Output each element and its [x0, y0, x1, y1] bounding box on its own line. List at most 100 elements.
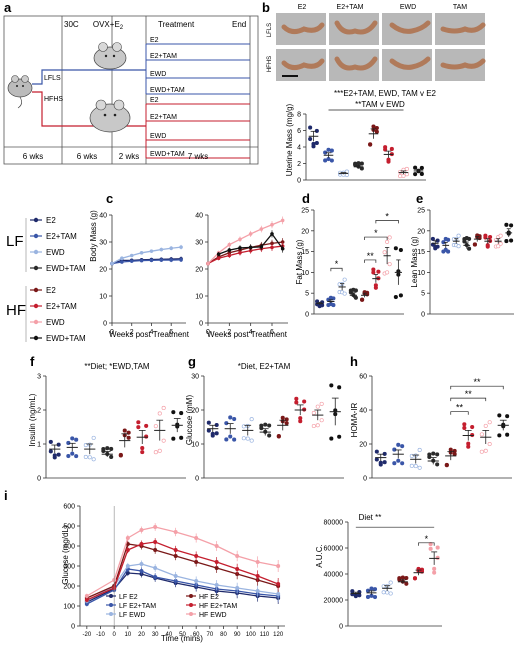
lf-group-label: E2+TAM: [150, 53, 177, 60]
y-tick-label: 0: [305, 312, 309, 319]
data-point: [284, 421, 289, 426]
series-point: [84, 602, 89, 606]
series-point: [139, 542, 144, 546]
data-point: [249, 417, 254, 422]
data-point: [417, 447, 422, 453]
data-point: [483, 448, 488, 453]
data-point: [326, 147, 331, 152]
data-point: [267, 433, 272, 438]
data-point: [435, 545, 440, 550]
data-point: [157, 411, 162, 416]
data-point: [228, 434, 233, 439]
lf-group-label: EWD: [150, 71, 166, 78]
data-point: [487, 420, 492, 425]
data-point: [427, 454, 432, 460]
data-point: [83, 454, 88, 460]
data-point: [171, 436, 176, 441]
series-point: [259, 245, 264, 249]
data-point: [388, 580, 393, 585]
data-point: [157, 448, 162, 453]
data-point: [136, 425, 141, 430]
y-tick-label: 8: [297, 112, 301, 119]
series-point: [206, 261, 210, 266]
data-point: [314, 128, 319, 133]
y-tick-label: 80000: [324, 520, 344, 527]
sig-bracket: [330, 267, 343, 272]
series-point: [214, 544, 219, 548]
data-point: [74, 437, 79, 442]
data-point: [374, 449, 379, 454]
series-point: [169, 246, 173, 251]
hf-group-label: EWD+TAM: [150, 151, 185, 158]
panel-letter-e: e: [416, 191, 423, 206]
data-point: [400, 444, 405, 449]
series-point: [173, 574, 178, 578]
data-point: [348, 290, 353, 295]
series-line: [207, 219, 283, 265]
data-point: [466, 444, 471, 449]
data-point: [214, 431, 219, 436]
data-point: [393, 246, 398, 251]
legend-swatch-dot: [33, 217, 39, 223]
x-tick-label: 6: [270, 329, 274, 336]
insulin-chart: 0 1 2 3: [37, 374, 186, 483]
y-tick-label: 10: [191, 442, 199, 449]
sig-label: *: [425, 534, 429, 544]
data-point: [329, 436, 334, 441]
data-point: [144, 423, 149, 428]
data-point: [404, 581, 409, 586]
y-tick-label: 6: [297, 128, 301, 135]
y-tick-label: 15: [417, 249, 425, 256]
body-mass-xlabel-lf: Weeks post Treatment: [109, 330, 190, 339]
series-point: [84, 594, 89, 598]
legend-swatch-dot: [33, 233, 39, 239]
data-point: [357, 593, 362, 598]
data-point: [342, 277, 347, 282]
x-tick-label: 70: [206, 632, 213, 638]
sig-bracket: [450, 411, 469, 415]
data-point: [319, 401, 324, 406]
insulin-ylabel: Insulin (ng/mL): [28, 393, 37, 446]
legend-item-label: E2+TAM: [46, 302, 77, 311]
lean-mass-ylabel: Lean Mass (g): [410, 236, 419, 287]
data-point: [372, 587, 378, 592]
data-point: [179, 435, 184, 440]
uterus-tissue: [334, 20, 378, 35]
panel-letters: a b c d e f g h i: [4, 0, 423, 503]
data-point: [385, 239, 390, 244]
body-mass-ylabel: Body Mass (g): [89, 210, 98, 262]
series-point: [259, 227, 264, 231]
legend-swatch-dot: [33, 265, 39, 271]
data-point: [337, 385, 342, 390]
legend-item-label: EWD: [46, 318, 65, 327]
legend-swatch-dot: [33, 303, 39, 309]
data-point: [504, 239, 509, 244]
glucose-stats: *Diet, E2+TAM: [238, 362, 291, 371]
data-point: [371, 124, 376, 129]
series-point: [159, 258, 164, 262]
series-point: [276, 582, 281, 586]
data-point: [389, 146, 394, 151]
fat-mass-ylabel: Fat Mass (g): [295, 239, 304, 284]
data-point: [122, 428, 127, 433]
series-point: [238, 237, 242, 242]
series-point: [179, 258, 183, 262]
series-point: [255, 589, 260, 593]
data-point: [329, 148, 334, 153]
data-point: [91, 435, 96, 440]
data-point: [456, 233, 461, 238]
data-point: [435, 462, 440, 467]
data-point: [451, 237, 456, 242]
gtt-legend-label: HF EWD: [199, 612, 227, 619]
series-point: [139, 258, 144, 263]
gtt-legend-dot: [189, 612, 193, 616]
data-point: [448, 447, 453, 452]
data-point: [315, 423, 320, 428]
hf-group-label: EWD: [150, 133, 166, 140]
data-point: [74, 454, 79, 459]
series-point: [139, 562, 144, 566]
x-tick-label: 2: [227, 329, 231, 336]
data-point: [206, 420, 211, 425]
data-point: [368, 142, 373, 147]
